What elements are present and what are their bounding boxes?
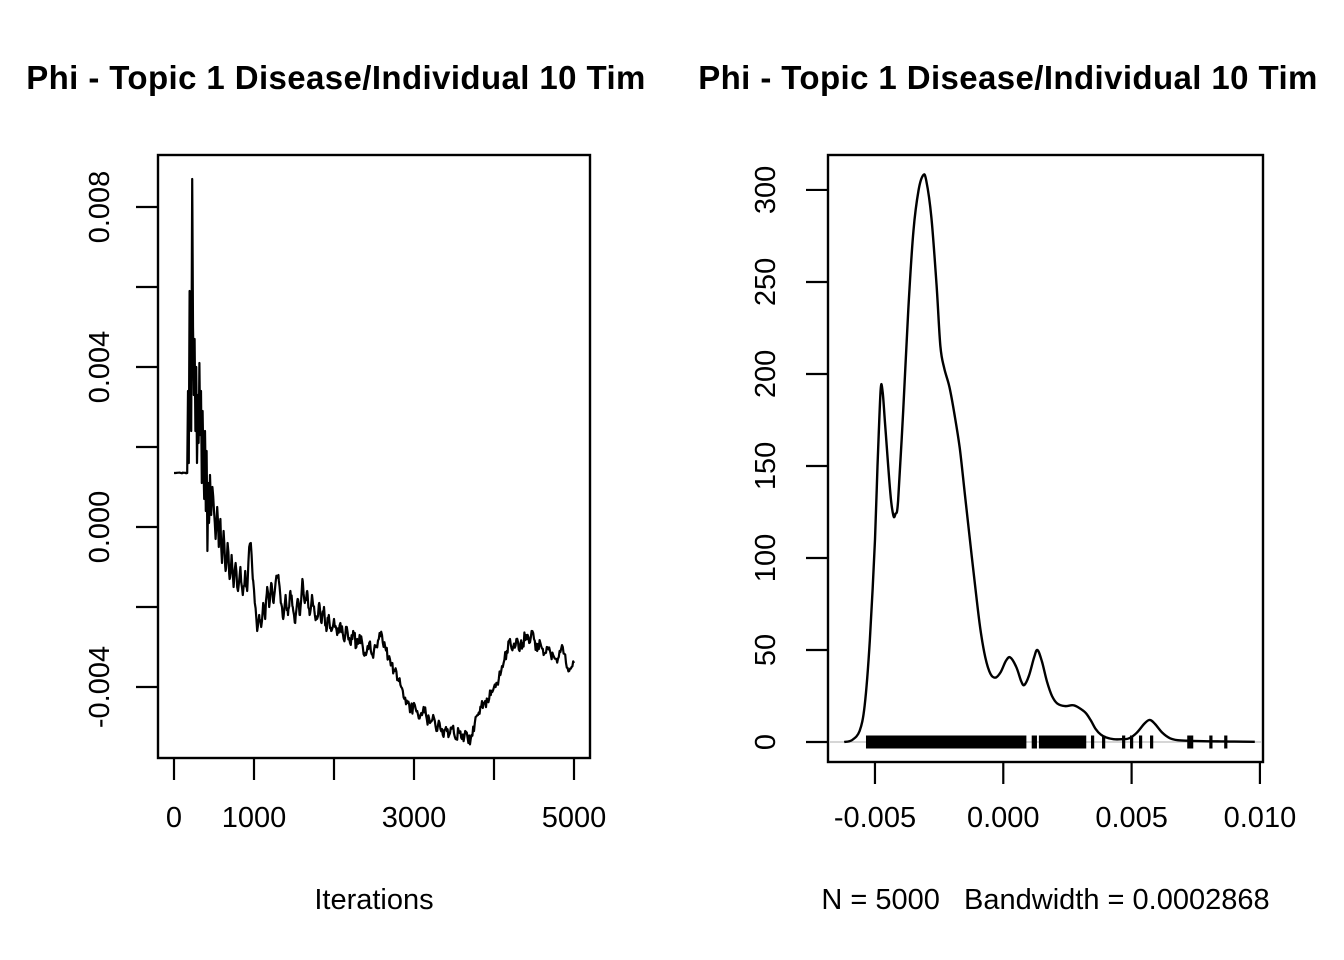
density-y-tick-label: 0 [750, 734, 782, 750]
trace-x-tick-label: 5000 [542, 802, 607, 834]
trace-line [173, 177, 575, 746]
density-panel: -0.005 0.000 0.005 0.010 0 50 100 150 200 250 300 [750, 153, 1297, 834]
trace-x-tick-label: 3000 [382, 802, 447, 834]
trace-plot-box [156, 153, 592, 760]
density-rug-tick [1076, 735, 1081, 749]
density-rug-tick [1031, 735, 1035, 749]
density-rug-tick [1064, 735, 1069, 749]
density-rug-tick [1130, 735, 1134, 749]
density-rug-tick [1138, 735, 1143, 749]
density-y-tick-label: 300 [750, 166, 782, 214]
trace-x-tick-label: 0 [166, 802, 182, 834]
density-rug-tick [1122, 735, 1126, 749]
trace-y-tick-label: 0.000 [84, 491, 116, 564]
density-rug-tick [1062, 735, 1066, 749]
density-rug-tick [1046, 735, 1051, 749]
density-rug-tick [1080, 735, 1085, 749]
density-rug-tick [1070, 735, 1075, 749]
trace-panel: 0 1000 3000 5000 0.008 0.004 0.000 -0.004 [84, 153, 607, 834]
density-plot-box [826, 153, 1265, 764]
density-y-tick-label: 50 [750, 634, 782, 666]
density-rug-tick [1050, 735, 1054, 749]
density-plot-title: Phi - Topic 1 Disease/Individual 10 Tim [698, 59, 1318, 96]
density-rug-tick [1078, 735, 1083, 749]
density-rug-tick [1083, 735, 1087, 749]
density-rug-tick [1041, 735, 1045, 749]
density-rug-tick [1068, 735, 1073, 749]
density-rug-tick [1054, 735, 1059, 749]
density-y-tick-label: 150 [750, 442, 782, 490]
trace-plot-area [173, 177, 575, 746]
density-rug-tick [1058, 735, 1063, 749]
density-curve [843, 173, 1255, 744]
density-rug-tick [1187, 735, 1191, 749]
trace-title-container: Phi - Topic 1 Disease/Individual 10 Tim [0, 52, 672, 104]
density-rug-tick [1102, 735, 1106, 749]
density-y-tick-label: 250 [750, 258, 782, 306]
density-rug-tick [1056, 735, 1061, 749]
density-rug-tick [1052, 735, 1056, 749]
density-rug-tick [1090, 735, 1095, 749]
density-x-tick-label: 0.010 [1224, 802, 1297, 834]
trace-x-tick-label: 1000 [222, 802, 287, 834]
density-rug-tick [1033, 735, 1037, 749]
density-y-tick-label: 200 [750, 350, 782, 398]
density-plot-area [830, 173, 1261, 749]
density-rug-tick [1066, 735, 1071, 749]
density-rug-tick [1060, 735, 1065, 749]
density-x-tick-label: 0.000 [967, 802, 1040, 834]
trace-y-tick-label: -0.004 [84, 646, 116, 728]
trace-xaxis-label: Iterations [314, 884, 434, 916]
density-y-tick-label: 100 [750, 534, 782, 582]
density-rug-tick [1048, 735, 1052, 749]
trace-y-tick-label: 0.004 [84, 331, 116, 404]
density-rug-tick [1073, 735, 1077, 749]
trace-plot-title: Phi - Topic 1 Disease/Individual 10 Tim [26, 59, 646, 96]
density-x-tick-label: 0.005 [1095, 802, 1168, 834]
density-rug-tick [1044, 735, 1048, 749]
density-x-tick-label: -0.005 [834, 802, 916, 834]
density-rug-tick [1038, 735, 1043, 749]
density-rug-band [865, 735, 1027, 749]
density-rug-tick [1150, 735, 1154, 749]
density-title-container: Phi - Topic 1 Disease/Individual 10 Tim [672, 52, 1344, 104]
density-rug-tick [1074, 735, 1079, 749]
trace-y-tick-label: 0.008 [84, 171, 116, 244]
density-stats-label: N = 5000 Bandwidth = 0.0002868 [821, 884, 1270, 916]
